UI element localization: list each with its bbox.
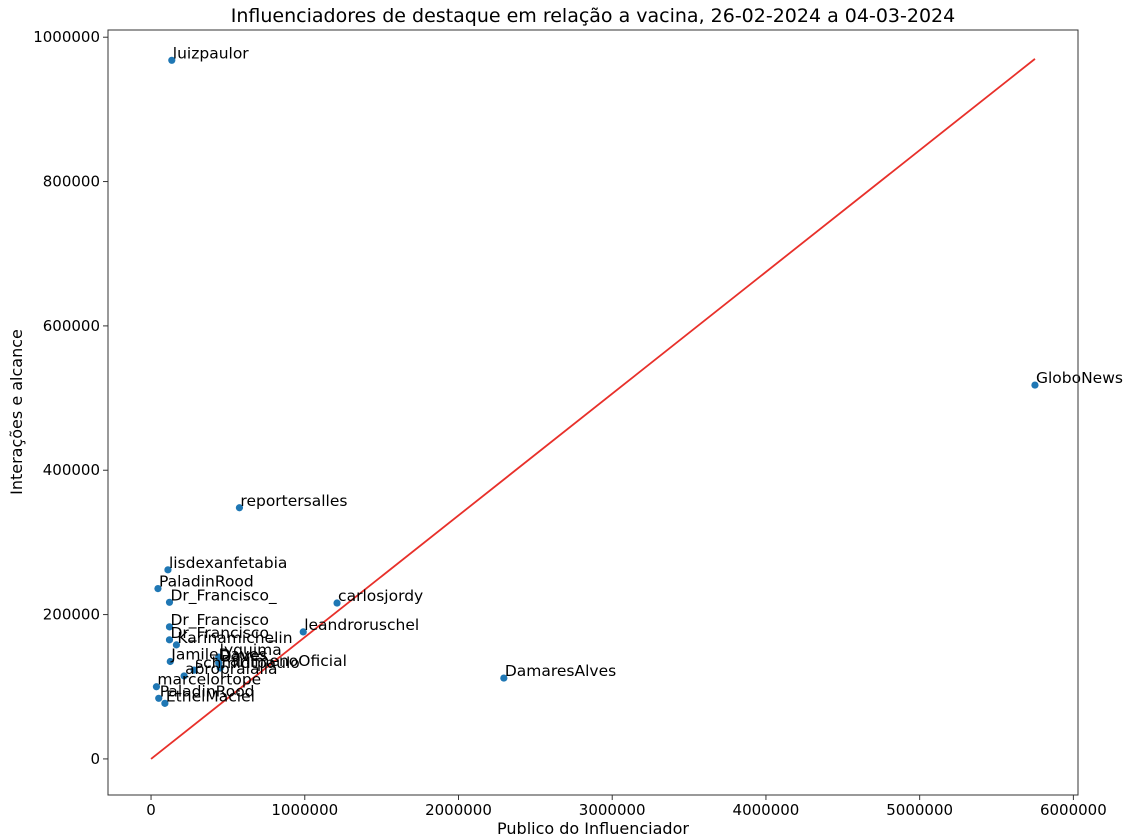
point-label: abropraialla [185,660,277,678]
axes: 0 1000000 2000000 3000000 4000000 5000000 6000… [33,28,1107,819]
y-tick-label: 200000 [43,606,100,624]
plot-frame [107,29,1079,796]
y-tick-label: 1000000 [33,28,100,46]
point-label: GloboNews [1036,369,1123,387]
x-tick-label: 1000000 [271,801,338,819]
point-label: Dr_Francisco [170,611,268,630]
point-label: carlosjordy [338,587,423,605]
x-axis-label: Publico do Influenciador [497,819,689,838]
data-point [500,674,508,682]
data-point [166,657,174,666]
point-label: Dr_Francisco_ [170,586,276,605]
y-tick-label: 800000 [43,173,100,191]
trend-line [150,58,1036,760]
data-point [180,672,188,680]
point-label: DamaresAlves [505,662,616,680]
data-point [333,599,341,607]
y-tick-label: 600000 [43,317,100,335]
data-point [161,699,169,707]
data-point [172,641,181,649]
point-label: PaladinRood [160,682,255,700]
point-label: PaladinRood [159,573,254,591]
point-label: Dr_Francisco_ [170,624,276,643]
point-label: leandroruschel [304,616,419,634]
point-label: lisdexanfetabia [169,554,288,572]
x-tick-label: 4000000 [733,801,800,819]
y-tick-label: 0 [90,750,100,768]
data-point [154,584,162,593]
data-point [1031,381,1039,389]
data-point [164,566,172,574]
point-label: lyquima [220,641,282,659]
data-point [216,664,224,672]
chart-title: Influenciadores de destaque em relação a… [231,5,955,27]
point-label: luizpaulor [173,44,250,62]
x-tick-label: 2000000 [425,801,492,819]
x-tick-label: 5000000 [886,801,953,819]
data-point [165,623,174,631]
data-point [299,628,307,636]
plot-area: luizpaulor GloboNews reportersalles lisdexa… [150,44,1123,760]
point-label: JamileDaves [170,645,267,663]
data-point [165,598,174,606]
data-point [215,653,223,661]
data-point [235,504,244,512]
point-label: Daves [220,647,268,665]
point-label: schmidtpaulo [195,654,300,672]
y-tick-label: 400000 [43,461,100,479]
point-label: EthelMaciel [166,687,255,705]
y-axis-label: Interações e alcance [7,329,26,495]
data-point [155,694,163,702]
point-label: Karinamichelin [177,629,292,647]
data-point [168,56,176,64]
point-label: ParlimenoOficial [221,652,347,670]
x-tick-label: 0 [146,801,156,819]
data-point [152,683,161,691]
data-point [190,666,198,674]
x-tick-label: 3000000 [579,801,646,819]
point-label: reportersalles [240,492,347,510]
point-label: marcelortope [157,671,261,689]
x-tick-label: 6000000 [1040,801,1107,819]
data-point [165,636,174,644]
